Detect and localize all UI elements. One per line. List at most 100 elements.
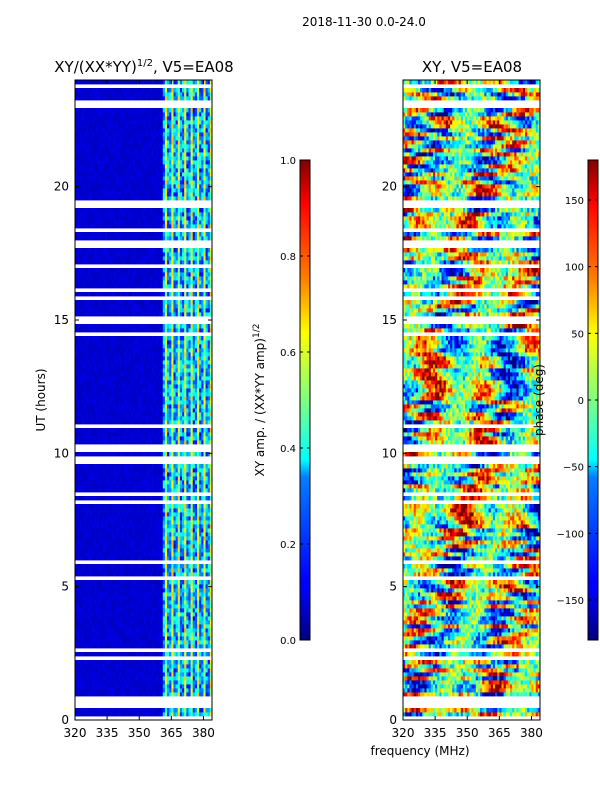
amplitude-heatmap-cell	[182, 604, 185, 609]
amplitude-heatmap-cell	[119, 712, 123, 717]
amplitude-heatmap-cell	[137, 528, 140, 533]
amplitude-heatmap-cell	[175, 368, 179, 373]
amplitude-heatmap-cell	[79, 356, 82, 361]
amplitude-heatmap-cell	[164, 404, 168, 409]
amplitude-heatmap-cell	[201, 712, 204, 717]
amplitude-heatmap-cell	[188, 640, 191, 645]
amplitude-heatmap-cell	[132, 376, 136, 381]
amplitude-heatmap-cell	[207, 472, 211, 477]
amplitude-heatmap-cell	[149, 516, 153, 521]
amplitude-heatmap-cell	[171, 688, 174, 693]
amplitude-heatmap-cell	[130, 496, 134, 501]
amplitude-heatmap-cell	[158, 544, 162, 549]
amplitude-heatmap-cell	[209, 472, 212, 477]
amplitude-heatmap-cell	[130, 684, 134, 689]
amplitude-heatmap-cell	[100, 692, 104, 697]
amplitude-heatmap-cell	[205, 584, 209, 589]
amplitude-heatmap-cell	[201, 480, 204, 485]
amplitude-heatmap-cell	[147, 636, 151, 641]
amplitude-heatmap-cell	[137, 428, 140, 433]
amplitude-heatmap-cell	[160, 572, 164, 577]
amplitude-heatmap-cell	[92, 416, 95, 421]
amplitude-heatmap-cell	[124, 480, 127, 485]
amplitude-heatmap-cell	[175, 608, 179, 613]
amplitude-heatmap-cell	[87, 488, 91, 493]
amplitude-heatmap-cell	[117, 404, 121, 409]
amplitude-heatmap-cell	[152, 400, 155, 405]
amplitude-heatmap-cell	[85, 404, 89, 409]
amplitude-heatmap-cell	[102, 580, 106, 585]
amplitude-heatmap-cell	[207, 612, 211, 617]
amplitude-heatmap-cell	[107, 372, 110, 377]
amplitude-heatmap-cell	[154, 384, 157, 389]
amplitude-heatmap-gap	[75, 696, 212, 700]
amplitude-heatmap-cell	[207, 412, 211, 417]
amplitude-heatmap-cell	[162, 652, 166, 657]
amplitude-heatmap-cell	[156, 508, 159, 513]
amplitude-heatmap-cell	[87, 408, 91, 413]
amplitude-heatmap-cell	[179, 532, 183, 537]
amplitude-heatmap-cell	[177, 652, 181, 657]
amplitude-heatmap-cell	[124, 684, 127, 689]
amplitude-heatmap-cell	[145, 528, 149, 533]
amplitude-heatmap-cell	[98, 396, 102, 401]
amplitude-heatmap-cell	[184, 616, 187, 621]
amplitude-heatmap-cell	[149, 612, 153, 617]
amplitude-heatmap-cell	[197, 376, 200, 381]
amplitude-heatmap-cell	[164, 572, 168, 577]
amplitude-heatmap-cell	[175, 588, 179, 593]
amplitude-heatmap-cell	[87, 464, 91, 469]
amplitude-heatmap-cell	[143, 400, 147, 405]
amplitude-heatmap-cell	[96, 568, 99, 573]
amplitude-heatmap-cell	[96, 376, 99, 381]
amplitude-heatmap-cell	[81, 664, 84, 669]
amplitude-heatmap-cell	[145, 680, 149, 685]
amplitude-heatmap-cell	[122, 636, 125, 641]
amplitude-heatmap-cell	[164, 584, 168, 589]
amplitude-heatmap-cell	[205, 464, 209, 469]
amplitude-heatmap-cell	[141, 580, 144, 585]
amplitude-heatmap-cell	[175, 548, 179, 553]
amplitude-heatmap-cell	[190, 588, 194, 593]
amplitude-heatmap-cell	[203, 480, 206, 485]
amplitude-heatmap-cell	[205, 372, 209, 377]
amplitude-heatmap-cell	[79, 540, 82, 545]
amplitude-heatmap-cell	[81, 396, 84, 401]
amplitude-heatmap-cell	[158, 416, 162, 421]
amplitude-heatmap-cell	[156, 412, 159, 417]
amplitude-heatmap-cell	[156, 408, 159, 413]
amplitude-heatmap-cell	[137, 356, 140, 361]
amplitude-heatmap-cell	[194, 556, 198, 561]
amplitude-heatmap-cell	[77, 384, 80, 389]
amplitude-heatmap-cell	[147, 708, 151, 713]
amplitude-heatmap-cell	[167, 472, 170, 477]
amplitude-heatmap-cell	[194, 584, 198, 589]
amplitude-heatmap-cell	[145, 536, 149, 541]
amplitude-heatmap-cell	[115, 396, 119, 401]
amplitude-heatmap-cell	[75, 548, 78, 553]
amplitude-heatmap-cell	[141, 556, 144, 561]
amplitude-heatmap-cell	[128, 596, 132, 601]
amplitude-heatmap-cell	[156, 572, 159, 577]
amplitude-heatmap-cell	[102, 452, 106, 457]
amplitude-heatmap-cell	[145, 428, 149, 433]
amplitude-heatmap-cell	[169, 368, 172, 373]
amplitude-heatmap-cell	[107, 488, 110, 493]
amplitude-heatmap-cell	[203, 680, 206, 685]
amplitude-heatmap-cell	[130, 440, 134, 445]
amplitude-heatmap-cell	[199, 396, 202, 401]
amplitude-heatmap-cell	[147, 440, 151, 445]
amplitude-heatmap-cell	[192, 388, 196, 393]
amplitude-heatmap-cell	[132, 628, 136, 633]
amplitude-heatmap-cell	[192, 580, 196, 585]
amplitude-heatmap-cell	[81, 608, 84, 613]
amplitude-heatmap-cell	[94, 552, 97, 557]
amplitude-heatmap-cell	[96, 604, 99, 609]
amplitude-heatmap-cell	[126, 568, 129, 573]
amplitude-heatmap-cell	[126, 544, 129, 549]
amplitude-heatmap-cell	[98, 416, 102, 421]
amplitude-heatmap-cell	[111, 596, 114, 601]
amplitude-heatmap-cell	[145, 708, 149, 713]
amplitude-heatmap-cell	[154, 600, 157, 605]
amplitude-heatmap-cell	[77, 572, 80, 577]
